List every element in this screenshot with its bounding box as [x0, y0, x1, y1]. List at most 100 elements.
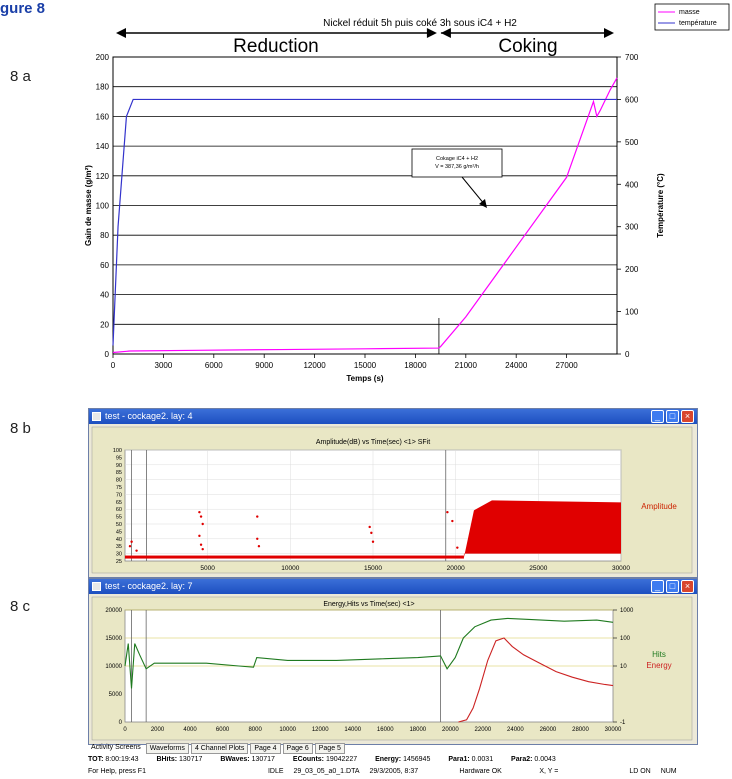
status-hardware: Hardware OK	[459, 768, 502, 775]
tab-4-channel-plots[interactable]: 4 Channel Plots	[190, 743, 249, 754]
x-tick-label: 14000	[344, 727, 361, 733]
y2-axis-label: Température (°C)	[656, 173, 665, 238]
status-num: NUM	[660, 768, 677, 775]
x-tick-label: 24000	[505, 361, 528, 370]
tab-page-6[interactable]: Page 6	[282, 743, 313, 754]
window-8c[interactable]: test - cockage2. lay: 7 _ □ × Energy,Hit…	[88, 578, 698, 745]
x-tick-label: 21000	[455, 361, 478, 370]
close-button[interactable]: ×	[681, 410, 694, 423]
tab-page-4[interactable]: Page 4	[250, 743, 281, 754]
y-tick-label: 80	[100, 231, 109, 240]
data-point	[456, 546, 459, 549]
y-tick-label: 10000	[105, 664, 122, 670]
y-tick-label: 70	[116, 492, 122, 498]
side-label-hits: Hits	[652, 650, 666, 659]
y-tick-label: 45	[116, 529, 122, 535]
chart-title: Energy,Hits vs Time(sec) <1>	[323, 601, 414, 608]
tab-activity-screens[interactable]: Activity Screens	[91, 744, 141, 751]
x-tick-label: 12000	[303, 361, 326, 370]
chart-title: Amplitude(dB) vs Time(sec) <1> SFit	[316, 439, 430, 446]
y-tick-label: 75	[116, 485, 122, 491]
y2-tick-label: 100	[625, 308, 639, 317]
y-tick-label: 120	[96, 172, 110, 181]
y2-tick-label: 10	[620, 664, 627, 670]
y-tick-label: 20000	[105, 608, 122, 614]
series-line-temperature	[112, 98, 617, 346]
x-tick-label: 5000	[200, 565, 215, 572]
window-8b-title: test - cockage2. lay: 4	[105, 411, 193, 421]
status-help: For Help, press F1	[88, 768, 146, 775]
phase-label-coking: Coking	[498, 36, 557, 57]
x-tick-label: 30000	[605, 727, 622, 733]
series-line-energy	[458, 637, 614, 723]
maximize-button[interactable]: □	[666, 580, 679, 593]
y-tick-label: 60	[116, 507, 122, 513]
y-tick-label: 40	[116, 537, 122, 543]
chart-title: Nickel réduit 5h puis coké 3h sous iC4 +…	[323, 18, 517, 29]
y-tick-label: 55	[116, 515, 122, 521]
x-tick-label: 0	[111, 361, 116, 370]
y-tick-label: 85	[116, 470, 122, 476]
x-tick-label: 4000	[183, 727, 197, 733]
data-point	[256, 515, 259, 518]
status-ld: LD ON	[629, 768, 651, 775]
x-tick-label: 24000	[507, 727, 524, 733]
tab-waveforms[interactable]: Waveforms	[145, 743, 189, 754]
maximize-button[interactable]: □	[666, 410, 679, 423]
y-tick-label: 80	[116, 478, 122, 484]
y-tick-label: 100	[113, 448, 122, 454]
y-tick-label: 15000	[105, 636, 122, 642]
side-label-energy: Energy	[646, 661, 671, 670]
x-tick-label: 27000	[555, 361, 578, 370]
x-tick-label: 25000	[529, 565, 547, 572]
x-tick-label: 10000	[279, 727, 296, 733]
x-tick-label: 6000	[205, 361, 223, 370]
data-point	[370, 531, 373, 535]
annotation-box	[411, 148, 503, 178]
x-tick-label: 30000	[612, 565, 630, 572]
y2-tick-label: 300	[625, 223, 639, 232]
data-point	[199, 515, 203, 518]
y-tick-label: 90	[116, 463, 122, 469]
annotation-line-2: V = 387,36 g/m²/h	[435, 164, 479, 170]
x-tick-label: 18000	[409, 727, 426, 733]
minimize-button[interactable]: _	[651, 410, 664, 423]
window-8b[interactable]: test - cockage2. lay: 4 _ □ × Amplitude(…	[88, 408, 698, 578]
x-tick-label: 28000	[572, 727, 589, 733]
x-tick-label: 20000	[447, 565, 465, 572]
x-tick-label: 26000	[540, 727, 557, 733]
x-tick-label: 10000	[281, 565, 299, 572]
y-tick-label: 65	[116, 500, 122, 506]
close-button[interactable]: ×	[681, 580, 694, 593]
x-axis-label: Temps (s)	[346, 374, 384, 383]
data-point	[256, 537, 259, 540]
x-tick-label: 3000	[155, 361, 173, 370]
x-tick-label: 6000	[216, 727, 230, 733]
y-tick-label: 180	[96, 83, 110, 92]
coking-arrowhead-left	[440, 28, 451, 38]
window-8c-titlebar[interactable]: test - cockage2. lay: 7 _ □ ×	[89, 579, 697, 594]
plot-frame	[112, 56, 618, 355]
tab-page-5[interactable]: Page 5	[314, 743, 345, 754]
legend-box	[654, 3, 730, 31]
minimize-button[interactable]: _	[651, 580, 664, 593]
status-state: IDLE	[267, 768, 284, 775]
y-tick-label: 100	[96, 202, 110, 211]
y2-tick-label: -1	[620, 720, 626, 726]
panel-label-c: 8 c	[10, 598, 31, 615]
window-8b-titlebar[interactable]: test - cockage2. lay: 4 _ □ ×	[89, 409, 697, 424]
y-tick-label: 5000	[109, 692, 123, 698]
chart-8a: Nickel réduit 5h puis coké 3h sous iC4 +…	[84, 3, 730, 383]
data-point	[371, 540, 375, 543]
bwaves-value: 130717	[251, 756, 275, 763]
app-icon	[92, 582, 101, 591]
para1-value: 0.0031	[471, 756, 494, 763]
y-tick-label: 140	[96, 142, 110, 151]
x-tick-label: 15000	[364, 565, 382, 572]
x-tick-label: 22000	[475, 727, 492, 733]
ecounts-value: 19042227	[325, 756, 358, 763]
data-point	[199, 543, 203, 546]
figure-heading: gure 8	[0, 0, 46, 17]
reduction-arrowhead-right	[426, 28, 437, 38]
